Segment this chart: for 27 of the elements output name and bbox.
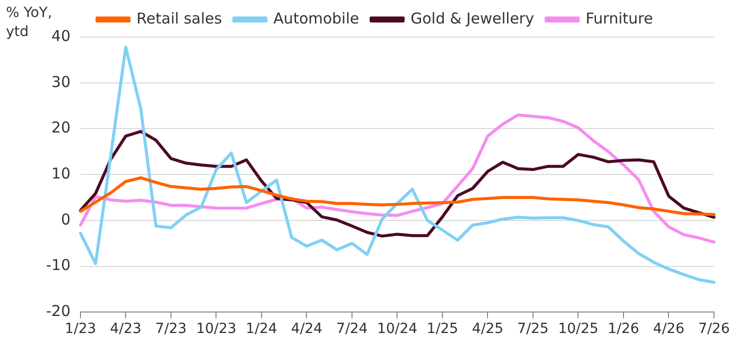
x-tick-label: 1/25 xyxy=(426,321,458,338)
y-tick-label: 30 xyxy=(51,72,70,91)
x-tick-label: 4/23 xyxy=(110,321,142,338)
x-tick-label: 7/26 xyxy=(698,321,730,338)
x-tick-label: 10/25 xyxy=(558,321,598,338)
x-tick-label: 7/25 xyxy=(517,321,549,338)
x-tick-label: 7/24 xyxy=(336,321,368,338)
legend-label: Retail sales xyxy=(136,9,222,28)
y-tick-label: 0 xyxy=(60,210,70,228)
x-tick-label: 1/26 xyxy=(608,321,640,338)
legend-label: Gold & Jewellery xyxy=(410,9,534,28)
y-axis-title: % YoY, ytd xyxy=(6,5,52,40)
y-tick-label: 20 xyxy=(51,118,70,137)
y-tick-label: -20 xyxy=(46,302,70,320)
y-tick-label: -10 xyxy=(46,256,70,274)
legend-label: Automobile xyxy=(273,9,360,28)
x-tick-label: 1/24 xyxy=(246,321,278,338)
x-tick-label: 10/24 xyxy=(377,321,418,338)
x-tick-label: 1/23 xyxy=(64,321,96,338)
x-tick-label: 10/23 xyxy=(196,321,236,338)
x-tick-label: 4/24 xyxy=(291,321,323,338)
y-tick-label: 40 xyxy=(51,26,70,45)
legend-label: Furniture xyxy=(586,9,653,28)
x-tick-label: 7/23 xyxy=(155,321,187,338)
x-tick-label: 4/25 xyxy=(472,321,504,338)
y-tick-label: 10 xyxy=(51,164,70,182)
x-tick-label: 4/26 xyxy=(653,321,685,338)
